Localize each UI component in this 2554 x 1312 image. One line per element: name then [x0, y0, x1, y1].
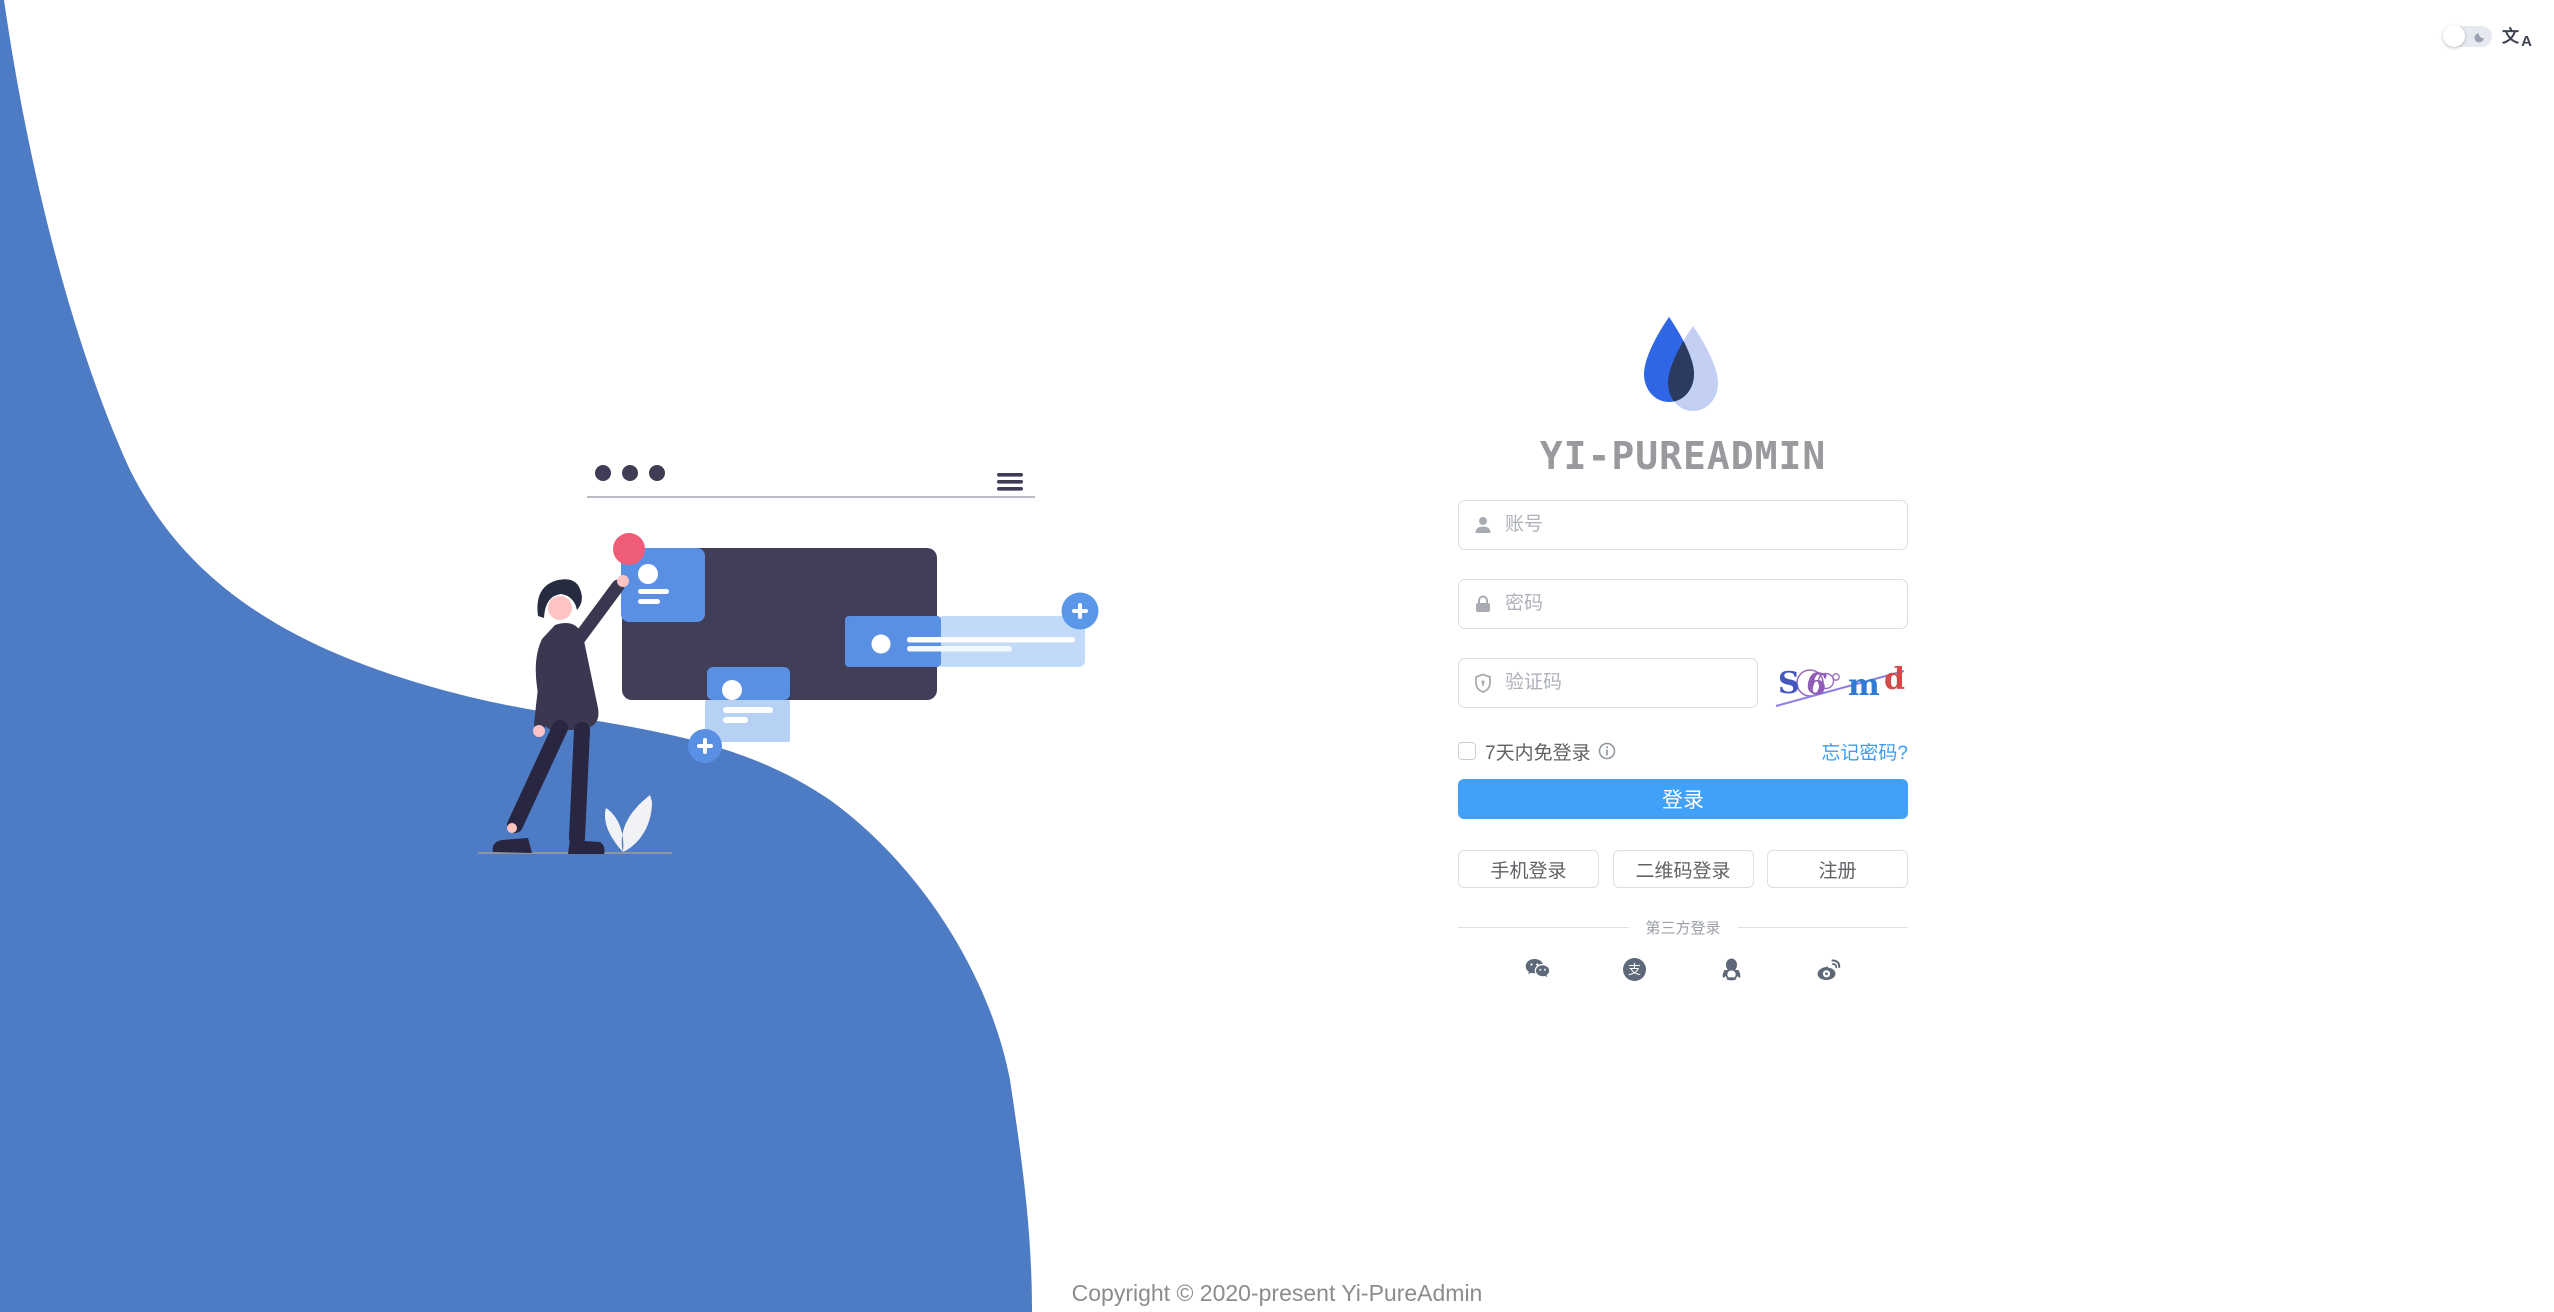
captcha-char: m	[1848, 668, 1880, 703]
lock-icon	[1476, 595, 1490, 612]
captcha-char: d	[1884, 662, 1905, 697]
info-icon[interactable]	[1598, 742, 1616, 760]
topbar-controls: 文 A	[2443, 22, 2532, 50]
password-input[interactable]	[1458, 579, 1908, 629]
login-button[interactable]: 登录	[1458, 779, 1908, 819]
remember-checkbox[interactable]	[1458, 742, 1476, 760]
profile-card	[688, 667, 790, 763]
wechat-icon[interactable]	[1524, 956, 1551, 983]
account-input[interactable]	[1458, 500, 1908, 550]
captcha-field-wrap	[1458, 658, 1758, 708]
phone-login-button[interactable]: 手机登录	[1458, 850, 1599, 888]
leaf	[604, 795, 652, 852]
shield-icon	[1475, 673, 1491, 693]
divider-label: 第三方登录	[1645, 919, 1721, 937]
captcha-input[interactable]	[1458, 658, 1758, 708]
illustration	[478, 465, 1099, 854]
dark-mode-toggle[interactable]	[2443, 24, 2492, 47]
menu-icon	[997, 473, 1023, 491]
moon-icon	[2474, 32, 2484, 43]
dark-window	[622, 548, 937, 700]
forgot-password-link[interactable]: 忘记密码?	[1821, 742, 1908, 764]
account-field-wrap	[1458, 500, 1908, 550]
user-icon	[1475, 517, 1491, 533]
list-bar	[845, 592, 1099, 667]
toggle-knob	[2443, 24, 2465, 47]
password-field-wrap	[1458, 579, 1908, 629]
login-panel: YI-PUREADMIN	[1458, 314, 1909, 984]
person	[492, 575, 629, 854]
copyright: Copyright © 2020-present Yi-PureAdmin	[1071, 1280, 1483, 1306]
remember-row: 7天内免登录 忘记密码?	[1458, 741, 1908, 764]
translate-icon[interactable]: 文 A	[2502, 27, 2532, 50]
plus-icon	[688, 729, 722, 763]
third-party-divider: 第三方登录	[1458, 916, 1909, 938]
qq-icon[interactable]	[1718, 956, 1745, 983]
window-dot	[649, 465, 665, 481]
window-dot	[595, 465, 611, 481]
plus-icon	[1061, 592, 1099, 630]
remember-label: 7天内免登录	[1485, 742, 1591, 764]
water-drop-logo	[1644, 317, 1718, 411]
alipay-icon[interactable]: 支	[1621, 956, 1648, 983]
captcha-image[interactable]: S 6 m d	[1770, 658, 1908, 708]
third-party-icons: 支	[1458, 954, 1908, 984]
register-button[interactable]: 注册	[1767, 850, 1908, 888]
qrcode-login-button[interactable]: 二维码登录	[1612, 850, 1754, 888]
weibo-icon[interactable]	[1815, 956, 1842, 983]
captcha-row: S 6 m d	[1458, 658, 1908, 708]
svg-text:支: 支	[1628, 963, 1641, 978]
alt-login-row: 手机登录 二维码登录 注册	[1458, 850, 1908, 888]
captcha-char: S	[1778, 666, 1800, 701]
profile-card	[621, 548, 705, 622]
window-dot	[622, 465, 638, 481]
page-title: YI-PUREADMIN	[1539, 434, 1827, 478]
red-dot	[613, 533, 645, 565]
